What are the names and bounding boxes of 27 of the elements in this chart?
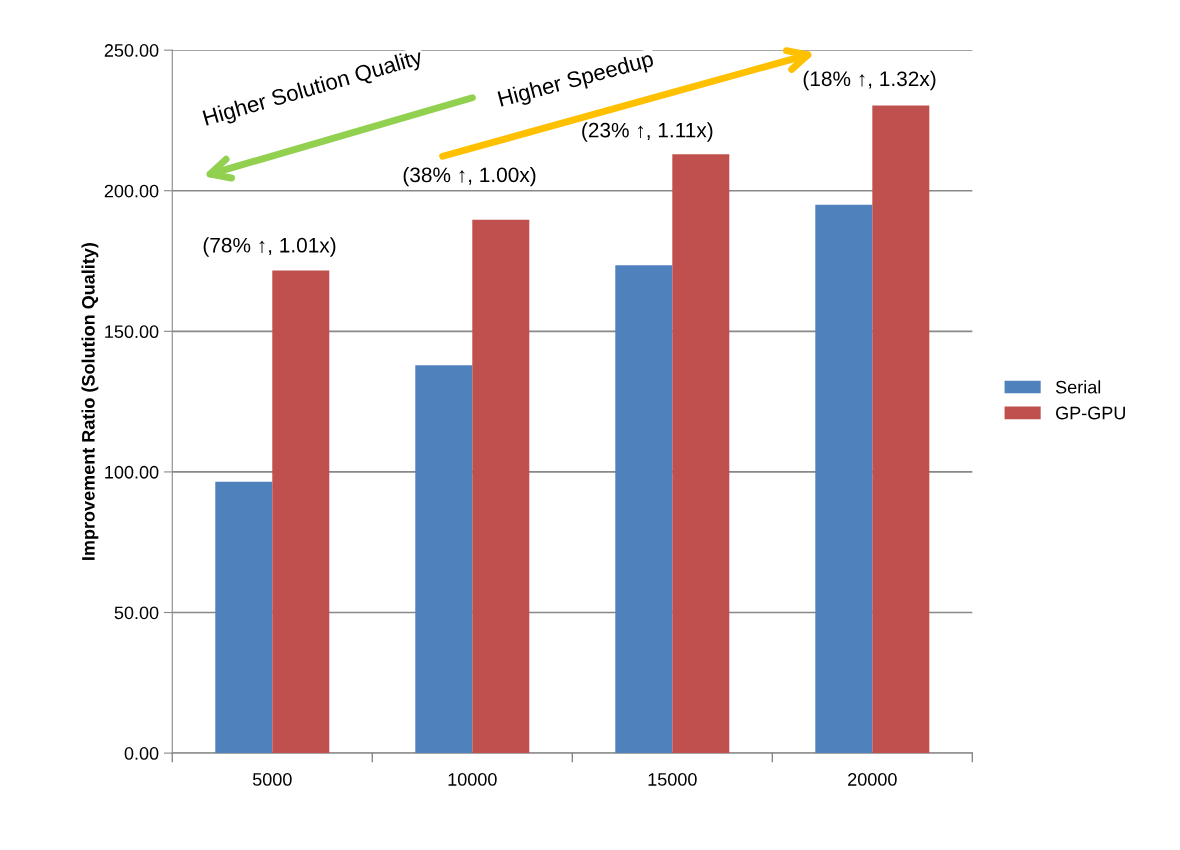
annotation: (38% ↑, 1.00x) <box>403 166 536 187</box>
annotation: (23% ↑, 1.11x) <box>582 122 713 142</box>
annotation: (78% ↑, 1.01x) <box>203 237 336 257</box>
annotation: (18% ↑, 1.32x) <box>803 70 936 91</box>
bar <box>872 105 930 754</box>
y-axis-title: Improvement Ratio (Solution Quality) <box>81 243 99 560</box>
x-tick-label: 15000 <box>648 773 697 786</box>
bar <box>272 270 330 754</box>
bar <box>615 265 673 754</box>
legend-label: Serial <box>1055 380 1101 394</box>
legend-label: GP-GPU <box>1056 406 1125 420</box>
bar <box>815 204 873 754</box>
bar <box>215 481 273 754</box>
annotation: Higher Speedup <box>497 50 656 112</box>
bar <box>472 219 530 754</box>
x-tick-label: 5000 <box>252 773 292 786</box>
x-tick-label: 20000 <box>848 773 897 786</box>
annotation: Higher Solution Quality <box>202 47 425 131</box>
y-tick-label: 100.00 <box>105 465 159 479</box>
y-tick-label: 150.00 <box>105 325 159 339</box>
bar <box>672 154 730 754</box>
y-tick-label: 0.00 <box>124 747 159 760</box>
y-tick-label: 250.00 <box>104 44 159 57</box>
x-tick-label: 10000 <box>448 773 497 786</box>
bar <box>415 365 473 754</box>
y-tick-label: 50.00 <box>114 606 159 620</box>
y-tick-label: 200.00 <box>104 184 159 198</box>
